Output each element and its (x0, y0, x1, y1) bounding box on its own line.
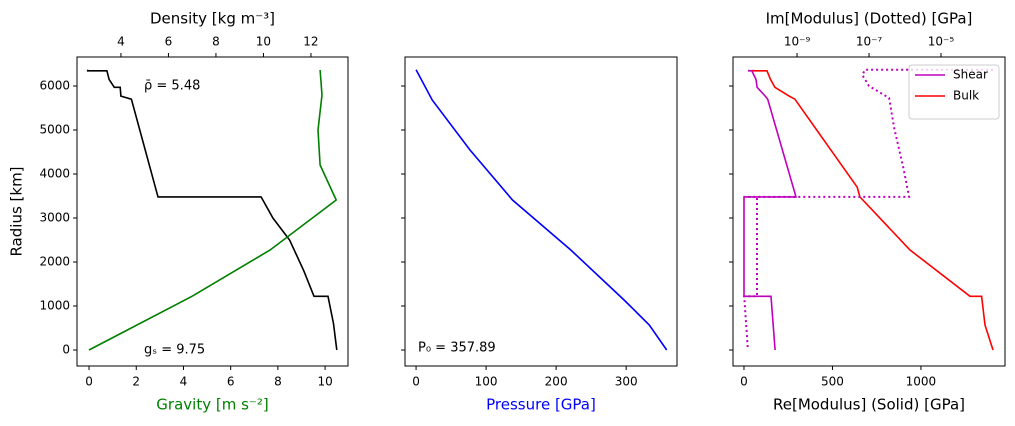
y-tick-label: 0 (62, 342, 70, 356)
x-tick-label: 1000 (906, 375, 937, 389)
legend-label: Shear (953, 68, 988, 82)
x2-tick-label: 4 (117, 35, 125, 49)
x-tick-label: 10 (317, 375, 332, 389)
annotation: ρ̄ = 5.48 (144, 79, 200, 94)
x2-axis-label: Density [kg m⁻³] (150, 10, 275, 28)
x-tick-label: 0 (412, 375, 420, 389)
series-line (743, 69, 798, 351)
axes-frame (76, 56, 349, 367)
annotation: P₀ = 357.89 (418, 341, 496, 356)
x-tick-label: 0 (740, 375, 748, 389)
x-tick-label: 500 (821, 375, 844, 389)
x-tick-label: 4 (180, 375, 188, 389)
y-tick-label: 5000 (39, 122, 70, 136)
x2-tick-label: 10 (256, 35, 271, 49)
series-line (86, 69, 338, 351)
y-tick-label: 4000 (39, 166, 70, 180)
y-tick-label: 2000 (39, 254, 70, 268)
x2-tick-label: 10⁻⁵ (928, 35, 955, 49)
series-line (752, 69, 994, 351)
x2-axis-label: Im[Modulus] (Dotted) [GPa] (766, 10, 973, 28)
legend-box (908, 64, 1000, 120)
x-axis-label: Gravity [m s⁻²] (156, 396, 268, 414)
x-tick-label: 100 (475, 375, 498, 389)
series-line (415, 69, 668, 351)
x2-tick-label: 10⁻⁹ (784, 35, 811, 49)
y-tick-label: 3000 (39, 210, 70, 224)
x-tick-label: 6 (227, 375, 235, 389)
x-tick-label: 8 (274, 375, 282, 389)
annotation: gₛ = 9.75 (144, 343, 205, 358)
y-axis-label: Radius [km] (8, 166, 26, 256)
x-tick-label: 2 (132, 375, 140, 389)
y-tick-label: 1000 (39, 298, 70, 312)
axes-frame (404, 56, 678, 367)
x-axis-label: Pressure [GPa] (486, 396, 596, 414)
x-axis-label: Re[Modulus] (Solid) [GPa] (773, 396, 965, 414)
legend-label: Bulk (953, 89, 979, 103)
x2-tick-label: 8 (212, 35, 220, 49)
y-tick-label: 6000 (39, 78, 70, 92)
x2-tick-label: 12 (303, 35, 318, 49)
series-line (743, 68, 994, 351)
x-tick-label: 200 (545, 375, 568, 389)
series-line (88, 69, 338, 351)
x2-tick-label: 10⁻⁷ (856, 35, 883, 49)
x-tick-label: 0 (85, 375, 93, 389)
x-tick-label: 300 (615, 375, 638, 389)
x2-tick-label: 6 (165, 35, 173, 49)
